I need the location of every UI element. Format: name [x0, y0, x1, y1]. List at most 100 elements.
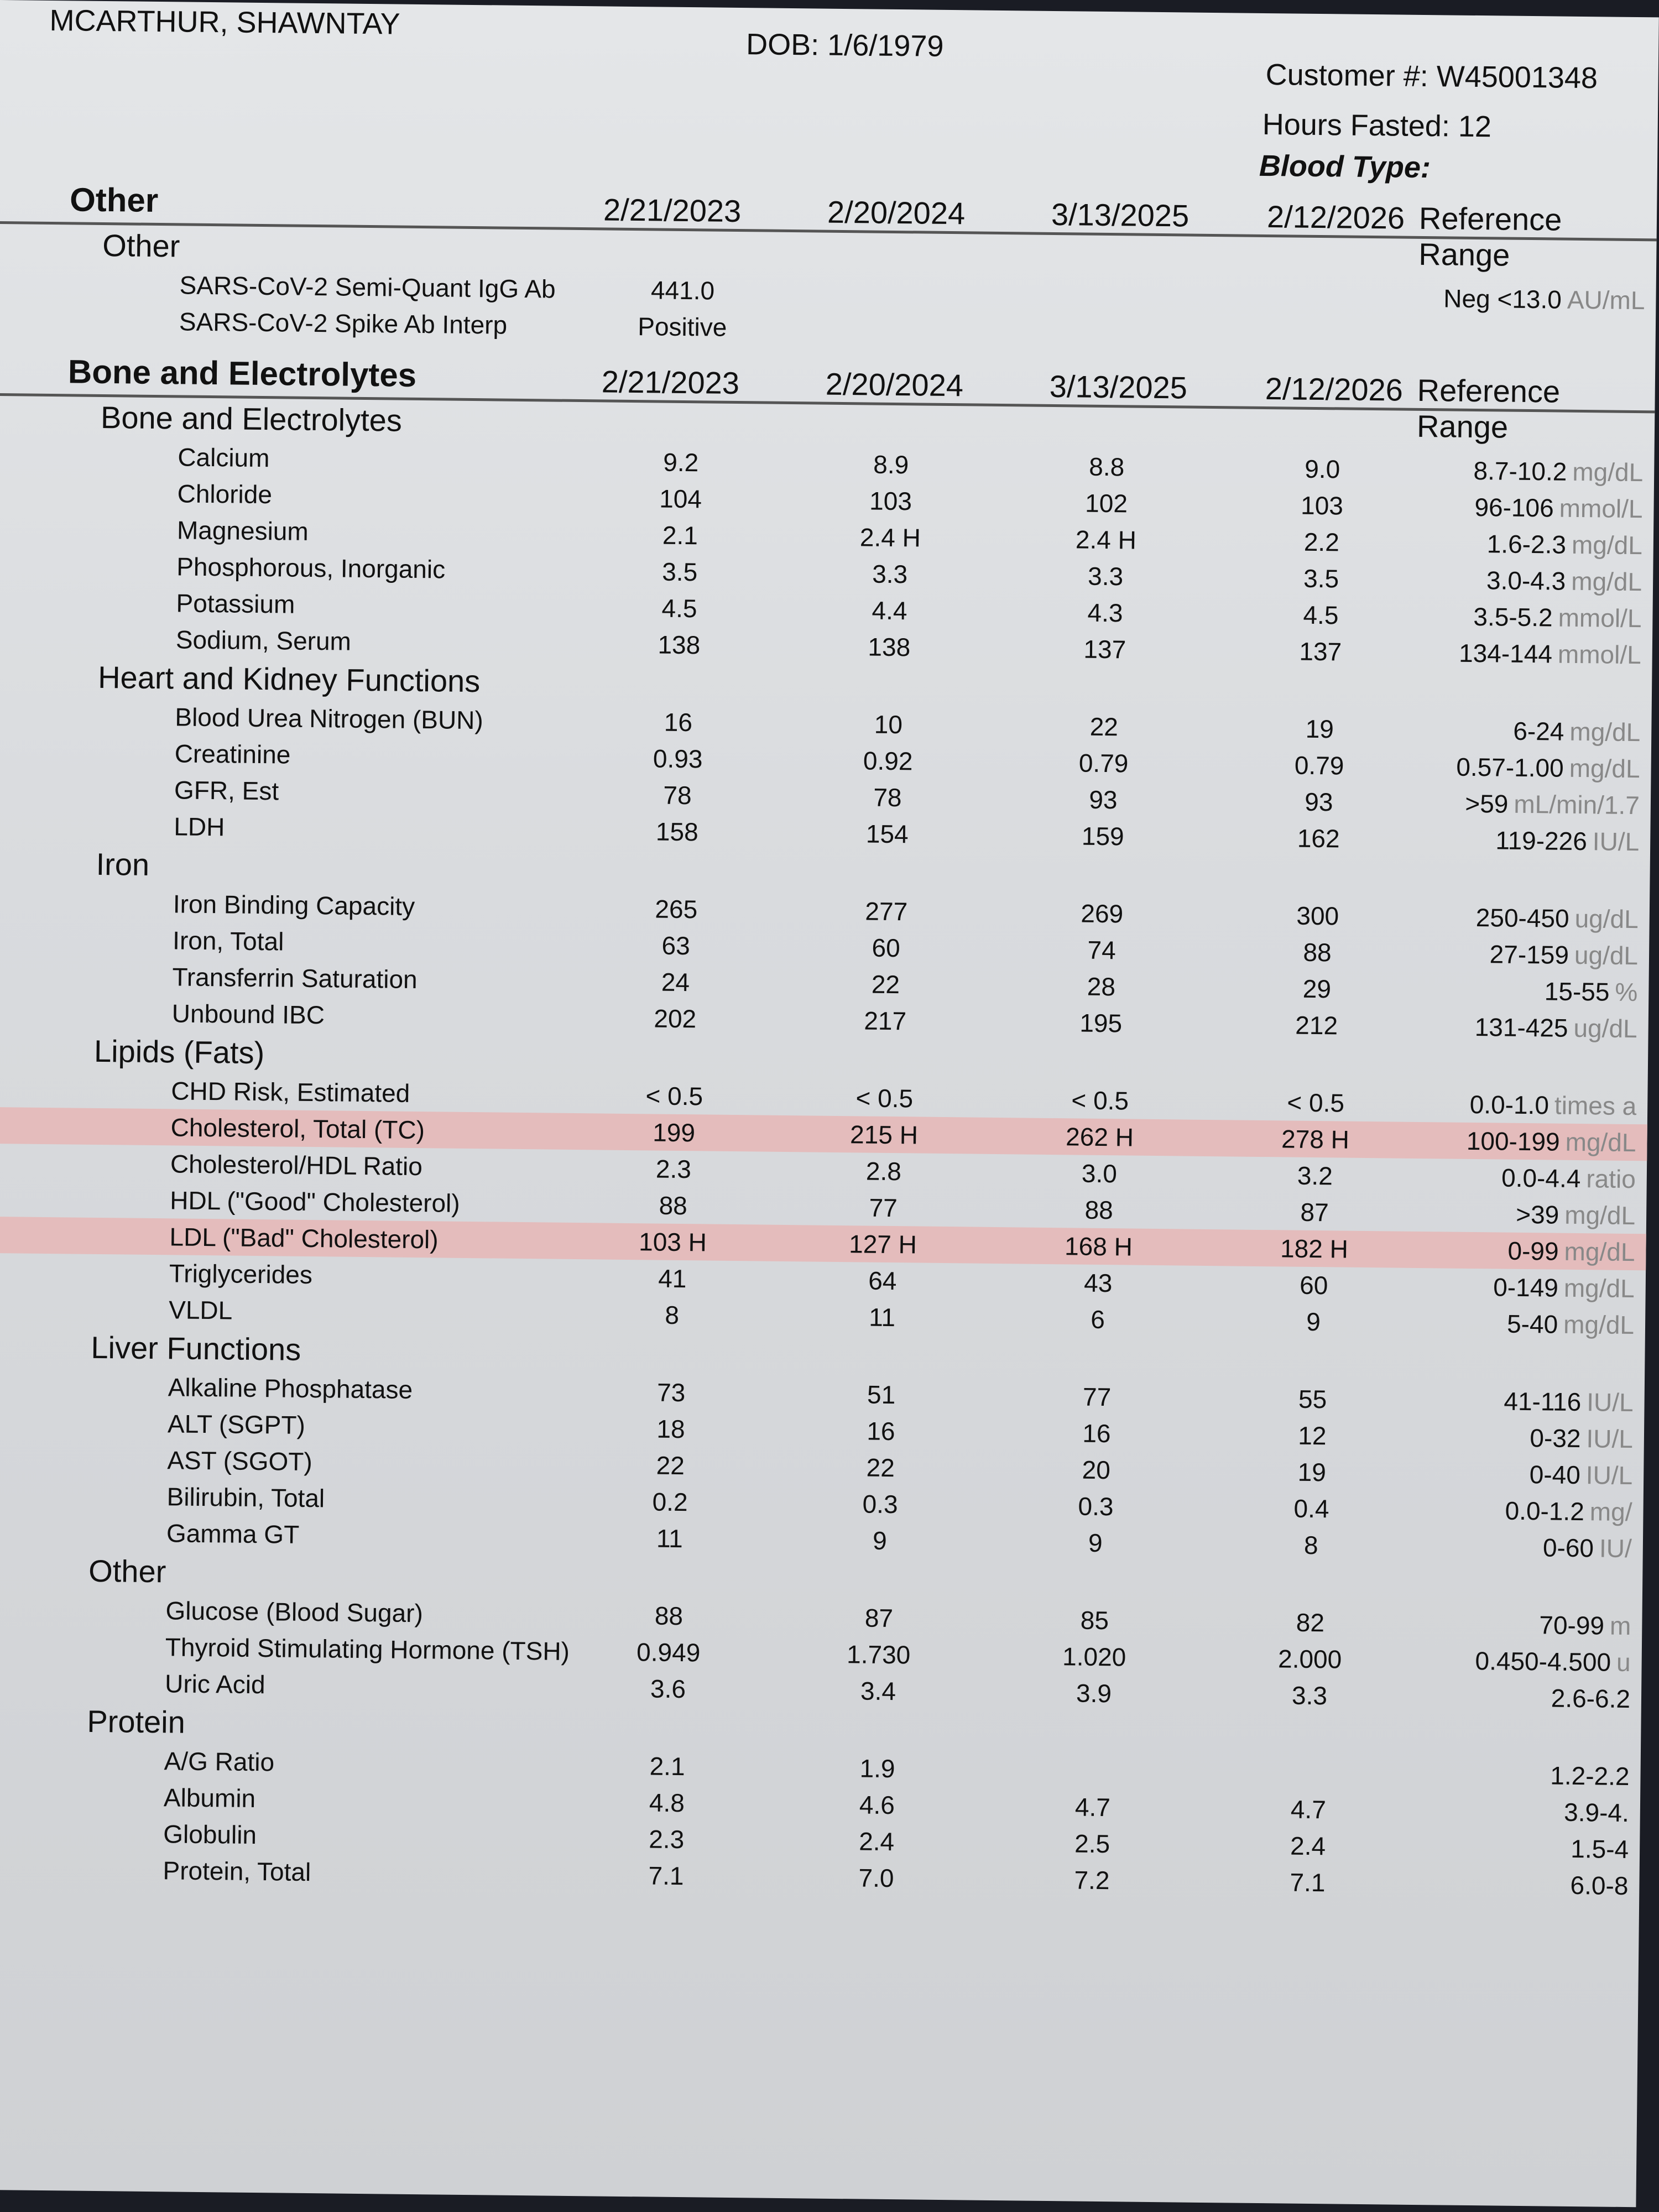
result-value: 2.4 — [858, 1827, 895, 1856]
result-value: 87 — [864, 1603, 894, 1633]
result-value: 103 — [869, 486, 912, 516]
result-value: 168 H — [1064, 1232, 1133, 1261]
result-value: 82 — [1296, 1608, 1325, 1637]
result-value: 2.1 — [649, 1751, 685, 1781]
result-value: 182 H — [1280, 1234, 1349, 1264]
range-unit: mg/ — [1589, 1497, 1632, 1527]
range-value: 131-425 — [1474, 1013, 1568, 1042]
hours-fasted: Hours Fasted: 12 — [1262, 107, 1492, 144]
reference-range: 0.450-4.500 u — [1475, 1642, 1631, 1681]
test-name: Calcium — [178, 442, 270, 473]
test-name: Gamma GT — [166, 1519, 300, 1549]
range-unit: mg/dL — [1569, 753, 1640, 784]
result-value: 0.4 — [1293, 1494, 1329, 1524]
range-value: 41-116 — [1504, 1386, 1582, 1417]
result-value: 2.8 — [865, 1156, 902, 1186]
reference-range: 70-99 m — [1539, 1606, 1631, 1644]
result-value: 20 — [1082, 1455, 1111, 1485]
result-value: 9 — [1306, 1307, 1321, 1337]
test-name: CHD Risk, Estimated — [171, 1076, 410, 1108]
date-column-header: 2/12/2026 — [1266, 199, 1405, 236]
range-unit: AU/mL — [1567, 285, 1645, 315]
result-value: 158 — [655, 817, 698, 847]
result-value: 138 — [658, 630, 701, 660]
result-value: 19 — [1305, 714, 1334, 744]
reference-range: Neg <13.0 AU/mL — [1443, 280, 1645, 319]
result-value: 3.3 — [872, 559, 908, 589]
result-value: 11 — [656, 1524, 684, 1553]
result-value: 127 H — [848, 1229, 917, 1259]
reference-range: 134-144 mmol/L — [1459, 635, 1641, 673]
result-value: 78 — [663, 780, 692, 810]
reference-range: 3.5-5.2 mmol/L — [1473, 598, 1642, 637]
result-value: 77 — [869, 1193, 898, 1223]
result-value: 4.8 — [649, 1788, 685, 1818]
result-value: 2.4 — [1290, 1831, 1326, 1861]
result-value: 9 — [1088, 1528, 1103, 1558]
result-value: 16 — [1082, 1418, 1111, 1448]
range-value: 96-106 — [1474, 492, 1554, 523]
range-unit: IU/L — [1592, 827, 1640, 857]
test-name: Creatinine — [174, 739, 291, 769]
result-value: 51 — [867, 1380, 896, 1410]
result-value: 16 — [867, 1416, 895, 1446]
result-value: 1.020 — [1062, 1642, 1126, 1672]
result-value: 3.3 — [1087, 561, 1124, 591]
test-name: Cholesterol/HDL Ratio — [170, 1149, 423, 1181]
result-value: 2.3 — [655, 1154, 692, 1184]
result-value: 60 — [872, 933, 900, 963]
section-title: Other — [69, 181, 159, 220]
test-name: HDL ("Good" Cholesterol) — [170, 1186, 460, 1218]
reference-range: 0-99 mg/dL — [1507, 1233, 1635, 1270]
result-value: 269 — [1081, 899, 1124, 928]
date-column-header: 2/20/2024 — [827, 194, 966, 231]
test-name: SARS-CoV-2 Semi-Quant IgG Ab — [179, 270, 556, 304]
range-value: 0.0-1.2 — [1505, 1496, 1585, 1526]
range-unit: IU/L — [1586, 1424, 1634, 1454]
reference-range: 0.57-1.00 mg/dL — [1456, 749, 1640, 787]
range-value: 134-144 — [1458, 638, 1553, 669]
range-value: 27-159 — [1489, 940, 1569, 969]
result-value: 0.949 — [636, 1637, 701, 1667]
result-value: 217 — [864, 1006, 907, 1036]
result-value: 22 — [1089, 712, 1119, 742]
range-unit: mg/dL — [1563, 1273, 1635, 1303]
result-value: 93 — [1305, 787, 1333, 817]
range-value: 0.0-1.0 — [1469, 1089, 1550, 1120]
test-name: Iron, Total — [172, 926, 284, 956]
reference-range: 3.0-4.3 mg/dL — [1486, 562, 1642, 600]
range-value: 15-55 — [1544, 977, 1610, 1006]
result-value: 9.0 — [1304, 454, 1340, 484]
result-value: 2.4 H — [859, 523, 921, 552]
range-value: 1.6-2.3 — [1486, 529, 1567, 559]
result-value: < 0.5 — [1287, 1088, 1345, 1118]
test-name: Bilirubin, Total — [166, 1482, 325, 1513]
result-value: 104 — [659, 484, 702, 514]
result-value: 28 — [1087, 972, 1116, 1001]
result-value: 78 — [873, 782, 902, 812]
result-value: 137 — [1299, 637, 1342, 666]
range-value: 6.0-8 — [1570, 1870, 1629, 1901]
result-value: 215 H — [849, 1120, 919, 1150]
result-value: 64 — [868, 1266, 897, 1296]
result-value: 3.5 — [661, 557, 698, 587]
result-value: 3.6 — [650, 1674, 686, 1704]
range-value: 6-24 — [1513, 716, 1564, 746]
result-value: 300 — [1296, 901, 1339, 931]
range-unit: mg/dL — [1571, 530, 1643, 560]
result-value: 0.2 — [652, 1487, 688, 1517]
result-value: 265 — [655, 894, 698, 924]
range-unit: mg/dL — [1563, 1310, 1635, 1340]
result-value: 7.0 — [858, 1863, 894, 1893]
range-unit: mg/dL — [1569, 717, 1641, 747]
range-value: 3.5-5.2 — [1473, 602, 1553, 632]
result-value: 3.9 — [1076, 1678, 1112, 1708]
result-value: 2.5 — [1074, 1829, 1110, 1859]
range-value: 0.0-4.4 — [1501, 1163, 1581, 1193]
test-name: Triglycerides — [169, 1259, 313, 1290]
result-value: 6 — [1091, 1305, 1105, 1334]
range-value: 100-199 — [1466, 1126, 1560, 1156]
test-name: SARS-CoV-2 Spike Ab Interp — [179, 307, 508, 340]
range-unit: mmol/L — [1557, 639, 1642, 670]
range-unit: ratio — [1586, 1164, 1636, 1194]
